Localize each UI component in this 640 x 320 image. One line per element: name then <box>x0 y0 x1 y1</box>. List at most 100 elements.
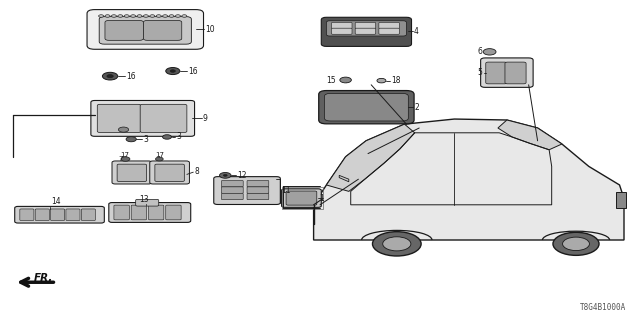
FancyBboxPatch shape <box>486 62 507 84</box>
FancyBboxPatch shape <box>221 193 243 200</box>
FancyBboxPatch shape <box>221 180 243 187</box>
Text: FR.: FR. <box>34 273 53 283</box>
Text: 15: 15 <box>326 76 335 84</box>
Circle shape <box>166 68 180 75</box>
Circle shape <box>99 15 104 17</box>
Circle shape <box>377 78 386 83</box>
Text: 3: 3 <box>143 135 148 144</box>
Circle shape <box>220 172 231 178</box>
Circle shape <box>169 15 174 17</box>
Circle shape <box>131 15 136 17</box>
FancyBboxPatch shape <box>117 164 147 181</box>
Circle shape <box>383 237 411 251</box>
FancyBboxPatch shape <box>214 177 280 204</box>
Text: 9: 9 <box>203 114 208 123</box>
FancyBboxPatch shape <box>319 91 414 124</box>
FancyBboxPatch shape <box>321 17 412 46</box>
FancyBboxPatch shape <box>379 28 399 34</box>
Text: 6: 6 <box>477 47 483 56</box>
Circle shape <box>182 15 187 17</box>
FancyBboxPatch shape <box>114 205 129 220</box>
Circle shape <box>223 174 227 176</box>
FancyBboxPatch shape <box>155 164 184 181</box>
Text: 11: 11 <box>282 186 291 195</box>
Circle shape <box>163 15 168 17</box>
FancyBboxPatch shape <box>91 100 195 136</box>
Circle shape <box>137 15 142 17</box>
Text: 16: 16 <box>126 72 136 81</box>
FancyBboxPatch shape <box>481 58 533 87</box>
FancyBboxPatch shape <box>99 17 191 44</box>
FancyBboxPatch shape <box>355 28 376 34</box>
Text: 2: 2 <box>414 103 419 112</box>
Text: 17: 17 <box>120 152 129 157</box>
FancyBboxPatch shape <box>105 20 143 40</box>
FancyBboxPatch shape <box>505 62 526 84</box>
Text: 10: 10 <box>205 25 214 34</box>
FancyBboxPatch shape <box>109 203 191 222</box>
FancyBboxPatch shape <box>324 93 408 121</box>
Bar <box>282 187 323 209</box>
Bar <box>616 192 626 208</box>
Text: 17: 17 <box>155 152 164 157</box>
Circle shape <box>118 15 123 17</box>
Text: T8G4B1000A: T8G4B1000A <box>580 303 626 312</box>
FancyBboxPatch shape <box>81 209 95 220</box>
Text: 5: 5 <box>477 68 483 77</box>
Circle shape <box>121 157 130 161</box>
Polygon shape <box>339 175 349 182</box>
FancyBboxPatch shape <box>51 209 65 220</box>
Circle shape <box>118 127 129 132</box>
FancyBboxPatch shape <box>140 104 187 132</box>
Circle shape <box>170 70 175 72</box>
Circle shape <box>340 77 351 83</box>
FancyBboxPatch shape <box>247 193 269 200</box>
FancyBboxPatch shape <box>286 191 317 205</box>
FancyBboxPatch shape <box>148 205 164 220</box>
FancyBboxPatch shape <box>87 10 204 49</box>
Circle shape <box>483 49 496 55</box>
Circle shape <box>107 75 113 78</box>
FancyBboxPatch shape <box>97 104 141 132</box>
Circle shape <box>126 137 136 142</box>
Text: 14: 14 <box>51 197 61 206</box>
FancyBboxPatch shape <box>221 187 243 193</box>
Circle shape <box>553 232 599 255</box>
FancyBboxPatch shape <box>112 161 152 184</box>
FancyBboxPatch shape <box>136 199 159 206</box>
FancyBboxPatch shape <box>247 187 269 193</box>
FancyBboxPatch shape <box>332 28 352 34</box>
Polygon shape <box>314 119 624 240</box>
FancyBboxPatch shape <box>35 209 49 220</box>
FancyBboxPatch shape <box>247 180 269 187</box>
Text: 12: 12 <box>237 171 246 180</box>
FancyBboxPatch shape <box>355 22 376 28</box>
Text: 18: 18 <box>392 76 401 85</box>
FancyBboxPatch shape <box>150 161 189 184</box>
Text: 7: 7 <box>118 156 123 162</box>
FancyBboxPatch shape <box>166 205 181 220</box>
FancyBboxPatch shape <box>131 205 147 220</box>
FancyBboxPatch shape <box>379 22 399 28</box>
Circle shape <box>124 15 129 17</box>
Circle shape <box>102 72 118 80</box>
Circle shape <box>143 15 148 17</box>
Circle shape <box>372 232 421 256</box>
Circle shape <box>156 15 161 17</box>
Circle shape <box>156 157 163 161</box>
Circle shape <box>175 15 180 17</box>
Polygon shape <box>326 124 415 191</box>
Circle shape <box>163 135 172 139</box>
Circle shape <box>111 15 116 17</box>
Text: 13: 13 <box>140 195 149 204</box>
Text: 16: 16 <box>188 67 198 76</box>
FancyBboxPatch shape <box>20 209 34 220</box>
FancyBboxPatch shape <box>326 21 406 36</box>
Text: 8: 8 <box>195 167 199 176</box>
FancyBboxPatch shape <box>143 20 182 40</box>
Polygon shape <box>498 120 562 150</box>
Text: 4: 4 <box>414 27 419 36</box>
Text: 1: 1 <box>319 194 324 203</box>
Circle shape <box>563 237 589 251</box>
Circle shape <box>105 15 110 17</box>
